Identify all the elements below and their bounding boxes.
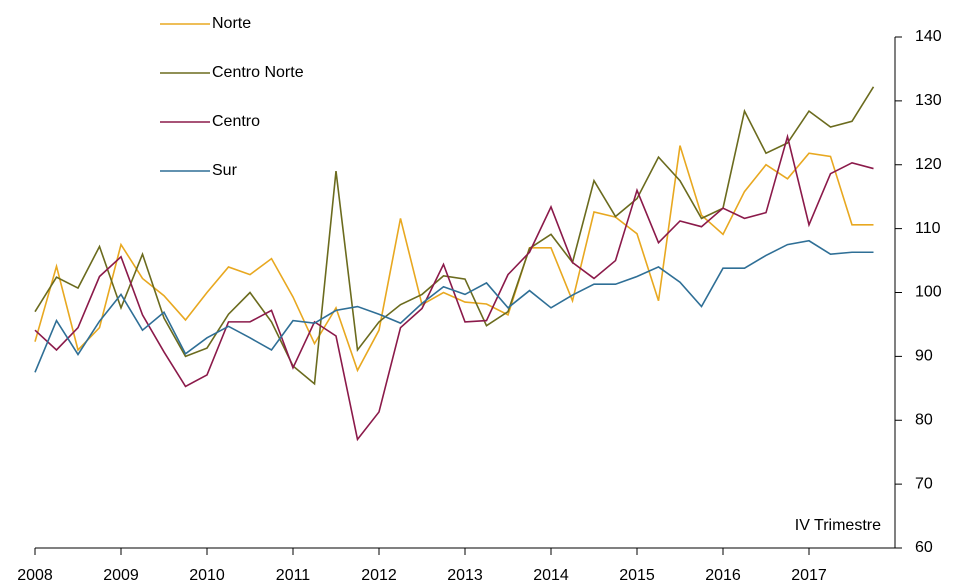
x-tick-label: 2017	[791, 567, 827, 583]
x-tick-label: 2012	[361, 567, 397, 583]
series-line	[34, 239, 874, 373]
y-tick-label: 100	[915, 284, 942, 301]
y-tick-label: 130	[915, 92, 942, 109]
series-line	[34, 145, 874, 373]
x-tick-label: 2008	[17, 567, 53, 583]
y-tick-label: 60	[915, 539, 933, 556]
x-tick-label: 2014	[533, 567, 569, 583]
legend-label: Sur	[212, 162, 238, 179]
series-line	[34, 86, 875, 386]
series-line	[34, 133, 874, 442]
y-tick-label: 120	[915, 156, 942, 173]
y-tick-label: 140	[915, 28, 942, 45]
y-tick-label: 80	[915, 411, 933, 428]
x-tick-label: 2009	[103, 567, 139, 583]
legend-label: Norte	[212, 15, 251, 32]
annotation: IV Trimestre	[795, 517, 881, 534]
y-tick-label: 70	[915, 475, 933, 492]
x-tick-label: 2010	[189, 567, 225, 583]
x-tick-label: 2013	[447, 567, 483, 583]
y-tick-label: 90	[915, 348, 933, 365]
x-tick-label: 2015	[619, 567, 655, 583]
legend-label: Centro Norte	[212, 64, 304, 81]
legend-label: Centro	[212, 113, 260, 130]
x-tick-label: 2011	[276, 567, 311, 583]
y-tick-label: 110	[915, 220, 941, 237]
x-tick-label: 2016	[705, 567, 741, 583]
